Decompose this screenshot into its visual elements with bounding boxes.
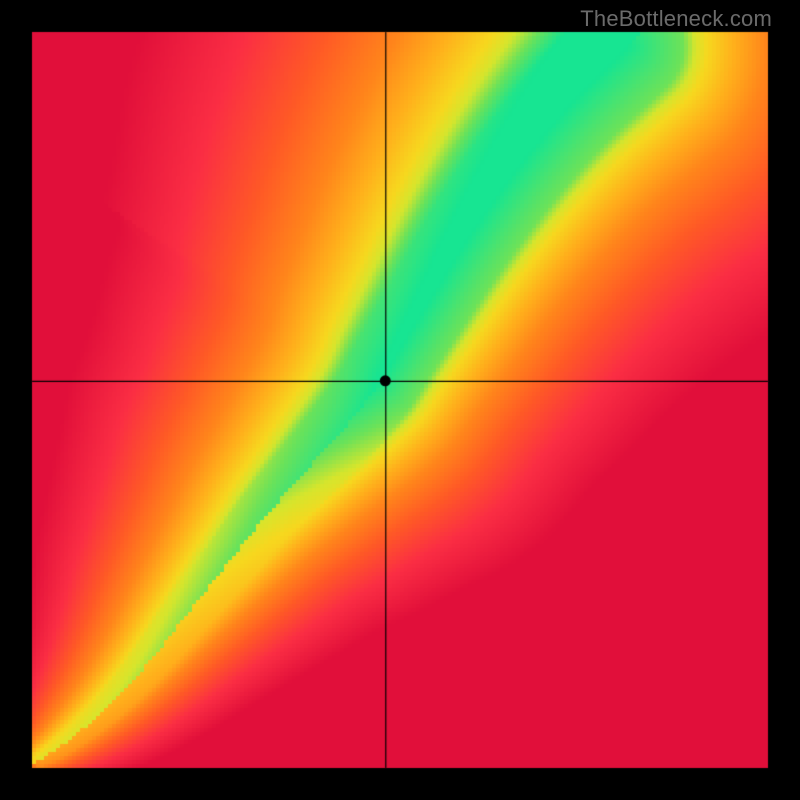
watermark-text: TheBottleneck.com: [580, 6, 772, 32]
overlay-canvas: [0, 0, 800, 800]
